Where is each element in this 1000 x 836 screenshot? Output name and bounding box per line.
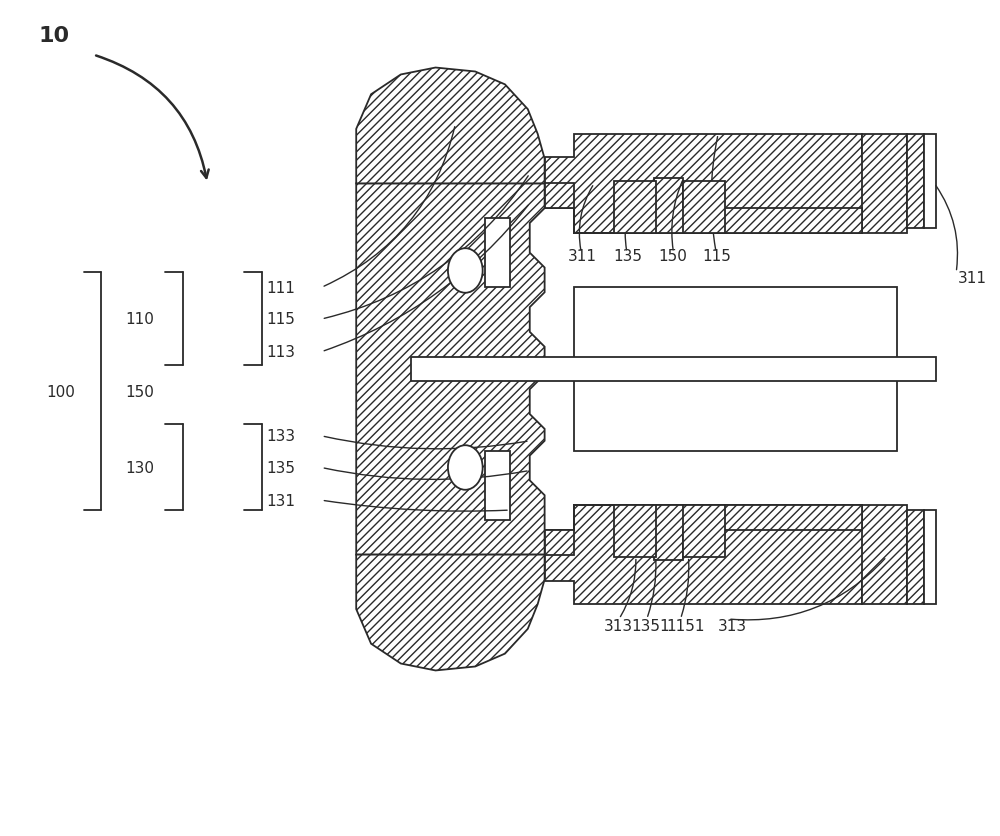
Ellipse shape xyxy=(448,249,483,293)
Ellipse shape xyxy=(448,446,483,490)
Text: 100: 100 xyxy=(46,385,75,400)
Text: 130: 130 xyxy=(125,461,154,476)
Polygon shape xyxy=(356,184,545,555)
Text: 115: 115 xyxy=(266,312,295,327)
Polygon shape xyxy=(545,135,907,233)
Text: 115: 115 xyxy=(702,249,731,264)
Bar xyxy=(614,182,656,233)
Text: 311: 311 xyxy=(567,249,596,264)
Polygon shape xyxy=(485,451,510,520)
Polygon shape xyxy=(356,555,545,670)
Polygon shape xyxy=(574,506,862,560)
Text: 131: 131 xyxy=(266,493,295,508)
Text: 110: 110 xyxy=(125,312,154,327)
Text: 133: 133 xyxy=(266,429,295,444)
Bar xyxy=(683,182,725,233)
Bar xyxy=(924,135,936,228)
Text: 1151: 1151 xyxy=(667,619,705,634)
Bar xyxy=(574,288,897,451)
Bar xyxy=(907,135,924,228)
Polygon shape xyxy=(356,69,545,184)
Text: 313: 313 xyxy=(604,619,633,634)
Bar xyxy=(683,506,725,557)
Text: 113: 113 xyxy=(266,344,295,359)
Text: 1351: 1351 xyxy=(631,619,670,634)
Polygon shape xyxy=(485,219,510,288)
Text: 135: 135 xyxy=(266,461,295,476)
Polygon shape xyxy=(545,184,574,209)
Polygon shape xyxy=(545,506,907,604)
Bar xyxy=(924,511,936,604)
Polygon shape xyxy=(574,179,862,233)
Text: 111: 111 xyxy=(266,280,295,295)
Polygon shape xyxy=(862,506,907,604)
Polygon shape xyxy=(862,135,907,233)
Polygon shape xyxy=(545,530,574,555)
Text: 311: 311 xyxy=(958,271,987,286)
Text: 150: 150 xyxy=(659,249,688,264)
Text: 135: 135 xyxy=(613,249,642,264)
Text: 10: 10 xyxy=(39,26,70,46)
Bar xyxy=(614,506,656,557)
FancyArrowPatch shape xyxy=(96,57,209,179)
Text: 313: 313 xyxy=(718,619,747,634)
Bar xyxy=(411,357,936,382)
Text: 150: 150 xyxy=(125,385,154,400)
Bar xyxy=(907,511,924,604)
